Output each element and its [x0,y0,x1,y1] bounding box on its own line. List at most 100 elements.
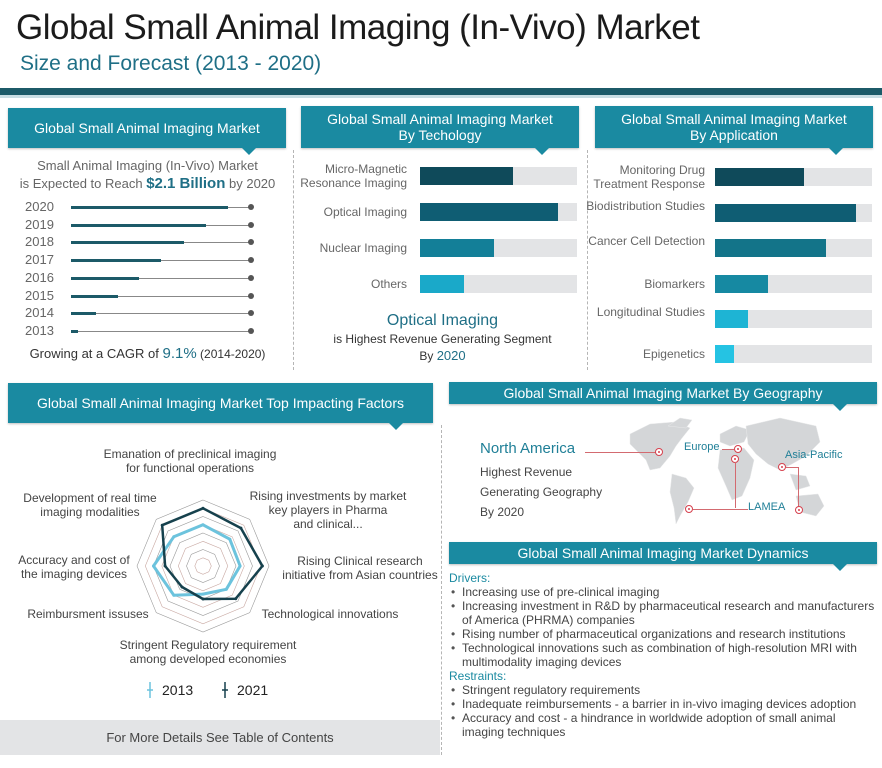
lamea-label: LAMEA [748,501,786,513]
year-bar-fill [71,294,118,298]
factors-panel-title: Global Small Animal Imaging Market Top I… [36,395,404,411]
technology-bar-track [420,203,577,221]
note-prefix: By [419,349,437,363]
radar-point [260,564,264,568]
asia-connector [786,467,799,468]
cagr-text: Growing at a CAGR of 9.1% (2014-2020) [0,345,295,362]
year-bar-fill [71,259,161,263]
year-label: 2015 [25,287,54,303]
application-bar-fill [715,239,827,257]
technology-bar-track [420,167,577,185]
technology-panel-header: Global Small Animal Imaging Market By Te… [301,106,579,155]
radar-axis-label: Rising investments by market key players … [250,489,407,531]
note-year: 2020 [436,348,466,363]
europe-connector [722,449,734,450]
year-bar-track [71,330,251,332]
radar-point [201,592,205,596]
europe-label: Europe [684,441,720,453]
market-forecast-line1: Small Animal Imaging (In-Vivo) Market [37,158,258,173]
year-bar-end-dot [248,274,254,281]
year-label: 2018 [25,234,54,250]
header-divider-light [0,95,882,98]
application-bar-track [715,345,872,363]
restraint-item: Inadequate reimbursements - a barrier in… [449,697,879,711]
year-label: 2020 [25,199,54,214]
geography-description: Highest Revenue Generating Geography By … [480,462,602,522]
year-bar-row: 2015 [25,288,265,306]
driver-item: Rising number of pharmaceutical organiza… [449,627,879,641]
geo-desc-line2: Generating Geography [480,485,603,499]
radar-grid-ring [153,516,253,616]
application-bar-track [715,168,872,186]
year-bar-fill [71,329,79,333]
technology-highlight: Optical Imaging [386,312,499,329]
legend-label: 2021 [237,682,268,698]
year-bar-end-dot [248,257,254,264]
asia-pacific-pin [778,463,786,471]
application-bar-label: Cancer Cell Detection [588,234,705,248]
technology-title-line2: By Techology [398,127,482,143]
europe-shape [719,425,751,447]
application-bar-label: Biomarkers [644,277,705,291]
south-america-shape [669,473,695,525]
radar-point [201,597,205,601]
year-bar-row: 2013 [25,323,265,341]
application-bar-track [715,275,872,293]
application-bar-fill [715,345,734,363]
radar-grid-ring [177,540,229,592]
year-bar-fill [71,223,206,227]
technology-title-line1: Global Small Animal Imaging Market [327,111,553,127]
radar-point [160,523,164,527]
year-bar-track [71,277,251,279]
radar-axis-label: Technological innovations [262,607,399,621]
forecast-suffix: by 2020 [225,176,276,191]
driver-item: Increasing investment in R&D by pharmace… [449,599,879,627]
year-label: 2016 [25,269,54,285]
year-bar-track [71,260,251,262]
geography-highlight: North America [480,440,576,457]
panel-separator [293,150,294,370]
year-bar-fill [71,312,97,316]
header-divider [0,88,882,95]
year-bar-row: 2014 [25,305,265,323]
driver-item: Increasing use of pre-clinical imaging [449,585,879,599]
asia-pacific-label: Asia-Pacific [785,449,843,461]
dynamics-panel-header: Global Small Animal Imaging Market Dynam… [449,542,877,571]
year-bar-row: 2016 [25,270,265,288]
radar-point [172,593,176,597]
cagr-period: (2014-2020) [196,347,266,361]
radar-point [172,535,176,539]
radar-grid-ring [194,557,212,575]
market-panel-title: Global Small Animal Imaging Market [34,120,260,136]
radar-grid-ring [144,507,262,625]
legend-label: 2013 [162,682,193,698]
year-bar-row: 2017 [25,252,265,270]
australia-pin [795,506,803,514]
table-of-contents-link[interactable]: For More Details See Table of Contents [0,720,440,755]
drivers-heading: Drivers: [449,571,491,585]
radar-point [201,506,205,510]
dynamics-panel-title: Global Small Animal Imaging Market Dynam… [517,545,809,561]
geography-panel-header: Global Small Animal Imaging Market By Ge… [449,382,877,411]
year-bar-end-dot [248,221,254,228]
radar-axis-label: Emanation of preclinical imaging for func… [104,447,277,475]
application-bar-track [715,204,872,222]
application-bar-label: Epigenetics [642,347,705,361]
technology-bar-label: Nuclear Imaging [319,241,407,255]
panel-separator [587,150,588,370]
radar-grid-ring [161,524,245,608]
restraint-item: Stringent regulatory requirements [449,683,879,697]
application-bar-label: Biodistribution Studies [586,199,705,213]
year-label: 2017 [25,252,54,268]
technology-bar-label: Micro-Magnetic Resonance Imaging [300,162,407,190]
asia-shape [745,417,821,471]
greenland-shape [667,417,693,429]
application-title-line2: By Application [690,127,778,143]
technology-bar-fill [420,167,513,185]
impacting-factors-radar-chart: Emanation of preclinical imaging for func… [18,447,438,698]
technology-note-year: By 2020 [295,348,590,363]
restraint-item: Accuracy and cost - a hindrance in world… [449,711,879,739]
year-bar-end-dot [248,327,254,334]
year-bar-track [71,313,251,315]
year-bar-fill [71,276,140,280]
